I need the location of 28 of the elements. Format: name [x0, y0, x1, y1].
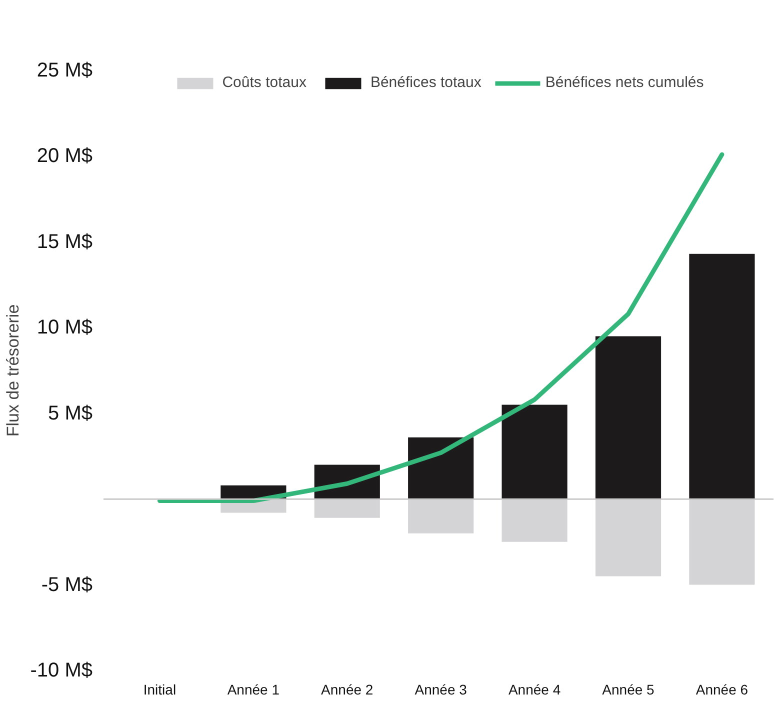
y-tick-label: -10 M$	[30, 660, 93, 682]
bar	[595, 499, 662, 576]
y-tick-label: 10 M$	[36, 316, 93, 339]
bar	[408, 499, 474, 534]
bar	[689, 254, 755, 500]
bar	[689, 499, 755, 585]
y-tick-label: 25 M$	[36, 60, 93, 82]
bar	[502, 404, 568, 500]
x-tick-label: Année 4	[508, 682, 561, 698]
x-tick-label: Initial	[143, 682, 176, 698]
x-tick-label: Année 2	[321, 682, 374, 698]
legend-label: Coûts totaux	[222, 74, 306, 91]
bar	[408, 437, 474, 500]
bar	[502, 499, 568, 542]
x-tick-label: Année 3	[414, 682, 468, 698]
y-tick-label: 5 M$	[48, 402, 93, 424]
y-tick-label: -5 M$	[41, 574, 92, 596]
y-axis-title: Flux de trésorerie	[3, 304, 22, 437]
bar	[595, 336, 662, 500]
legend-label: Bénéfices totaux	[370, 74, 482, 91]
y-tick-label: 20 M$	[36, 145, 93, 168]
y-tick-label: 15 M$	[36, 230, 93, 253]
legend-label: Bénéfices nets cumulés	[545, 74, 704, 91]
x-tick-label: Année 5	[602, 682, 655, 698]
bar	[314, 499, 380, 518]
x-tick-label: Année 6	[696, 682, 748, 698]
x-tick-label: Année 1	[227, 682, 280, 698]
line-series	[157, 152, 724, 504]
